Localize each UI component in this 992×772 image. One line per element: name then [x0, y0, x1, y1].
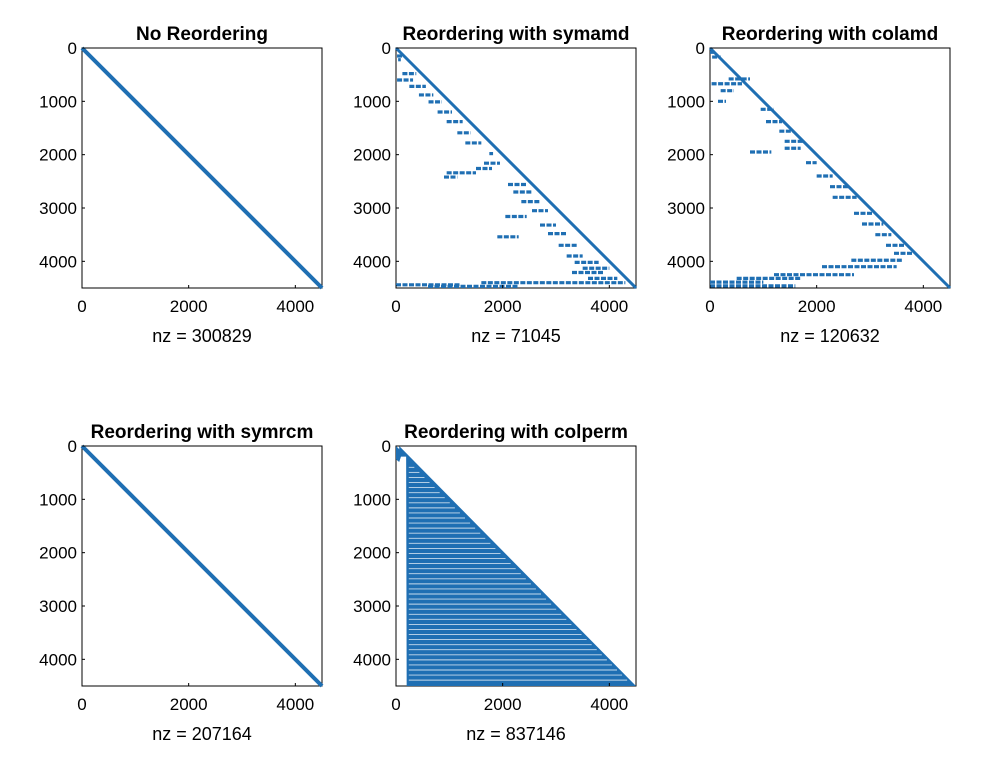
y-axis-ticks: 0 1000 2000 3000 4000 — [353, 437, 399, 669]
subplot-symrcm: Reordering with symrcm 0 1000 2000 3000 4000… — [39, 422, 324, 744]
x-tick-label: 4000 — [590, 695, 628, 714]
y-tick-label: 0 — [382, 437, 391, 456]
x-tick-label: 0 — [77, 297, 86, 316]
x-axis-ticks: 0 2000 4000 — [391, 683, 628, 714]
nonzero-pattern — [80, 444, 324, 688]
x-axis-label: nz = 120632 — [780, 326, 880, 346]
subplot-colperm: Reordering with colperm 0 1000 2000 3000 400… — [353, 422, 637, 744]
y-tick-label: 4000 — [353, 252, 391, 271]
y-axis-ticks: 0 1000 2000 3000 4000 — [667, 39, 713, 271]
y-axis-ticks: 0 1000 2000 3000 4000 — [39, 39, 85, 271]
y-tick-label: 2000 — [39, 146, 77, 165]
y-tick-label: 1000 — [667, 92, 705, 111]
y-tick-label: 3000 — [353, 597, 391, 616]
y-tick-label: 4000 — [39, 650, 77, 669]
x-axis-ticks: 0 2000 4000 — [77, 683, 314, 714]
x-tick-label: 0 — [391, 297, 400, 316]
x-tick-label: 0 — [391, 695, 400, 714]
y-tick-label: 2000 — [667, 146, 705, 165]
subplot-colamd: Reordering with colamd 0 1000 2000 3000 4000… — [667, 24, 952, 346]
diagonal-line — [80, 444, 324, 688]
y-tick-label: 3000 — [667, 199, 705, 218]
filled-triangle — [399, 446, 636, 686]
subplot-symamd: Reordering with symamd 0 1000 2000 3000 4000… — [353, 24, 638, 346]
x-tick-label: 4000 — [276, 297, 314, 316]
x-tick-label: 4000 — [276, 695, 314, 714]
plot-area — [80, 46, 324, 290]
y-tick-label: 3000 — [39, 199, 77, 218]
y-tick-label: 1000 — [39, 92, 77, 111]
y-tick-label: 1000 — [39, 490, 77, 509]
subplot-title: Reordering with colperm — [404, 422, 628, 443]
y-tick-label: 0 — [68, 39, 77, 58]
nonzero-pattern — [396, 446, 636, 686]
y-axis-ticks: 0 1000 2000 3000 4000 — [39, 437, 85, 669]
y-tick-label: 2000 — [353, 146, 391, 165]
y-tick-label: 2000 — [353, 544, 391, 563]
diagonal-line — [80, 46, 324, 290]
y-tick-label: 0 — [68, 437, 77, 456]
x-axis-label: nz = 300829 — [152, 326, 252, 346]
x-axis-label: nz = 207164 — [152, 724, 252, 744]
subplot-title: Reordering with symamd — [403, 24, 630, 45]
y-tick-label: 2000 — [39, 544, 77, 563]
y-tick-label: 0 — [696, 39, 705, 58]
plot-area — [395, 445, 637, 687]
x-tick-label: 2000 — [484, 695, 522, 714]
diagonal-line — [394, 46, 638, 290]
subplot-no-reordering: No Reordering 0 1000 2000 3000 4000 0 2000 400… — [39, 24, 324, 346]
x-axis-ticks: 0 2000 4000 — [391, 285, 628, 316]
y-tick-label: 0 — [382, 39, 391, 58]
x-axis-label: nz = 837146 — [466, 724, 566, 744]
x-tick-label: 4000 — [904, 297, 942, 316]
y-tick-label: 3000 — [353, 199, 391, 218]
x-tick-label: 0 — [705, 297, 714, 316]
x-axis-label: nz = 71045 — [471, 326, 561, 346]
nonzero-pattern — [80, 46, 324, 290]
x-tick-label: 2000 — [484, 297, 522, 316]
x-tick-label: 2000 — [170, 297, 208, 316]
y-tick-label: 4000 — [353, 650, 391, 669]
subplot-title: No Reordering — [136, 24, 268, 45]
x-tick-label: 2000 — [170, 695, 208, 714]
x-tick-label: 0 — [77, 695, 86, 714]
y-tick-label: 4000 — [39, 252, 77, 271]
plot-area — [708, 46, 952, 290]
y-tick-label: 1000 — [353, 490, 391, 509]
nonzero-pattern — [708, 46, 952, 290]
subplot-title: Reordering with symrcm — [91, 422, 314, 443]
subplot-title: Reordering with colamd — [722, 24, 938, 45]
x-tick-label: 2000 — [798, 297, 836, 316]
diagonal-line — [708, 46, 952, 290]
y-tick-label: 1000 — [353, 92, 391, 111]
nonzero-pattern — [394, 46, 638, 290]
top-spur — [396, 446, 403, 462]
x-axis-ticks: 0 2000 4000 — [705, 285, 942, 316]
x-tick-label: 4000 — [590, 297, 628, 316]
y-tick-label: 4000 — [667, 252, 705, 271]
y-tick-label: 3000 — [39, 597, 77, 616]
plot-area — [80, 444, 324, 688]
y-axis-ticks: 0 1000 2000 3000 4000 — [353, 39, 399, 271]
x-axis-ticks: 0 2000 4000 — [77, 285, 314, 316]
plot-area — [394, 46, 638, 290]
